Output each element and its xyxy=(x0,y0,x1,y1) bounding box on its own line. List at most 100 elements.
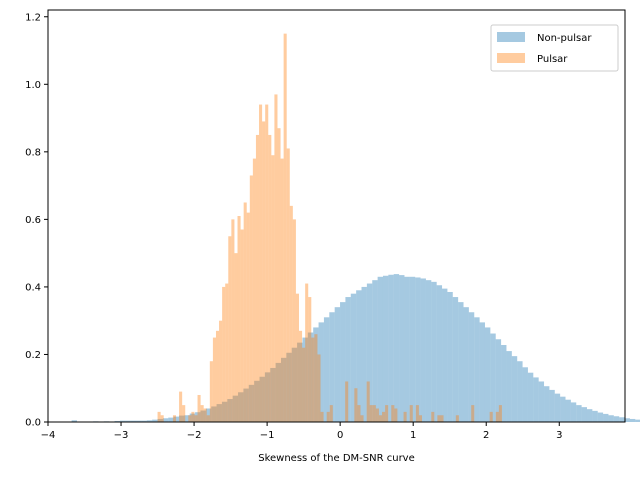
bar-pulsar xyxy=(160,415,164,422)
bar-non-pulsar xyxy=(157,418,163,422)
y-axis: 0.0 0.2 0.4 0.6 0.8 1.0 1.2 xyxy=(25,12,48,429)
bar-non-pulsar xyxy=(141,420,147,422)
bar-pulsar xyxy=(369,405,373,422)
x-tick-label: −4 xyxy=(41,430,56,441)
bar-non-pulsar xyxy=(136,420,142,422)
bar-non-pulsar xyxy=(522,367,528,422)
bar-non-pulsar xyxy=(388,274,394,422)
bar-non-pulsar xyxy=(533,377,539,422)
bar-non-pulsar xyxy=(211,406,217,422)
bar-non-pulsar xyxy=(232,395,239,422)
bar-non-pulsar xyxy=(613,416,620,422)
bar-pulsar xyxy=(329,405,333,422)
bar-non-pulsar xyxy=(329,312,335,422)
bar-non-pulsar xyxy=(377,276,383,422)
legend-label-non-pulsar: Non-pulsar xyxy=(537,33,592,44)
x-tick-label: −3 xyxy=(114,430,129,441)
bar-non-pulsar xyxy=(544,386,550,422)
bar-pulsar xyxy=(255,134,260,423)
bar-non-pulsar xyxy=(323,317,330,422)
bar-non-pulsar xyxy=(570,402,577,422)
x-tick-label: −2 xyxy=(187,430,202,441)
bar-non-pulsar xyxy=(238,392,244,422)
bar-pulsar xyxy=(240,229,244,422)
bar-non-pulsar xyxy=(152,419,158,422)
bar-non-pulsar xyxy=(458,302,464,422)
bar-non-pulsar xyxy=(597,412,604,422)
bar-non-pulsar xyxy=(205,408,212,422)
bar-non-pulsar xyxy=(592,410,598,422)
bar-pulsar xyxy=(191,411,195,422)
bar-non-pulsar xyxy=(404,276,410,422)
x-tick-label: 0 xyxy=(337,430,343,441)
bar-non-pulsar xyxy=(334,307,341,422)
bar-pulsar xyxy=(326,411,330,422)
bar-pulsar xyxy=(262,121,266,422)
bar-non-pulsar xyxy=(479,322,485,422)
x-axis: −4 −3 −2 −1 0 1 2 3 xyxy=(41,422,562,441)
bar-non-pulsar xyxy=(356,290,362,422)
bar-non-pulsar xyxy=(318,322,324,422)
x-axis-label: Skewness of the DM-SNR curve xyxy=(258,453,415,464)
bar-non-pulsar xyxy=(254,380,260,422)
bar-pulsar xyxy=(268,134,272,423)
bar-pulsar xyxy=(385,405,389,422)
bar-non-pulsar xyxy=(586,409,593,422)
bar-non-pulsar xyxy=(415,277,421,422)
bar-non-pulsar xyxy=(184,415,190,422)
bar-pulsar xyxy=(222,286,226,422)
bar-pulsar xyxy=(172,415,177,422)
bar-non-pulsar xyxy=(619,417,625,422)
bar-pulsar xyxy=(212,337,216,422)
bar-pulsar xyxy=(289,205,293,422)
y-tick-label: 0.2 xyxy=(25,350,41,361)
bar-pulsar xyxy=(299,330,303,422)
y-tick-label: 0.8 xyxy=(25,147,41,158)
bar-non-pulsar xyxy=(554,393,561,422)
bar-pulsar xyxy=(219,320,223,422)
bar-non-pulsar xyxy=(576,405,582,422)
bar-non-pulsar xyxy=(565,399,571,422)
bar-non-pulsar xyxy=(452,297,459,422)
bar-pulsar xyxy=(415,405,419,422)
bar-non-pulsar xyxy=(200,410,206,422)
bars-layer xyxy=(71,33,640,423)
y-tick-label: 0.6 xyxy=(25,215,41,226)
plot-area: −4 −3 −2 −1 0 1 2 3 0.0 0.2 0.4 0.6 0.8 1.0 1.2 xyxy=(25,9,640,441)
bar-pulsar xyxy=(311,337,315,422)
x-tick-label: 3 xyxy=(556,430,562,441)
bar-non-pulsar xyxy=(393,274,400,422)
bar-pulsar xyxy=(305,283,309,422)
legend-label-pulsar: Pulsar xyxy=(537,54,568,65)
bar-non-pulsar xyxy=(195,412,201,422)
legend-swatch-non-pulsar xyxy=(497,32,525,42)
bar-non-pulsar xyxy=(173,416,179,422)
bar-pulsar xyxy=(243,202,247,422)
bar-non-pulsar xyxy=(484,327,491,422)
y-tick-label: 1.2 xyxy=(25,12,41,23)
bar-pulsar xyxy=(372,405,376,422)
bar-pulsar xyxy=(271,155,275,422)
bar-non-pulsar xyxy=(275,362,281,422)
bar-pulsar xyxy=(308,297,312,422)
bar-pulsar xyxy=(302,347,306,422)
bar-non-pulsar xyxy=(629,418,636,422)
bar-non-pulsar xyxy=(517,361,523,422)
bar-pulsar xyxy=(382,411,386,422)
axes-frame xyxy=(47,9,626,423)
legend-swatch-pulsar xyxy=(497,53,525,63)
bar-non-pulsar xyxy=(125,420,131,422)
bar-non-pulsar xyxy=(313,327,319,422)
bar-non-pulsar xyxy=(474,317,480,422)
bar-non-pulsar xyxy=(506,351,512,422)
bar-pulsar xyxy=(314,334,318,422)
bar-non-pulsar xyxy=(168,417,174,422)
bar-pulsar xyxy=(378,415,383,422)
bar-pulsar xyxy=(489,411,493,422)
bar-non-pulsar xyxy=(624,418,630,422)
bar-non-pulsar xyxy=(635,419,640,422)
bar-non-pulsar xyxy=(189,413,196,422)
legend-box xyxy=(490,24,619,72)
x-tick-label: 2 xyxy=(483,430,489,441)
